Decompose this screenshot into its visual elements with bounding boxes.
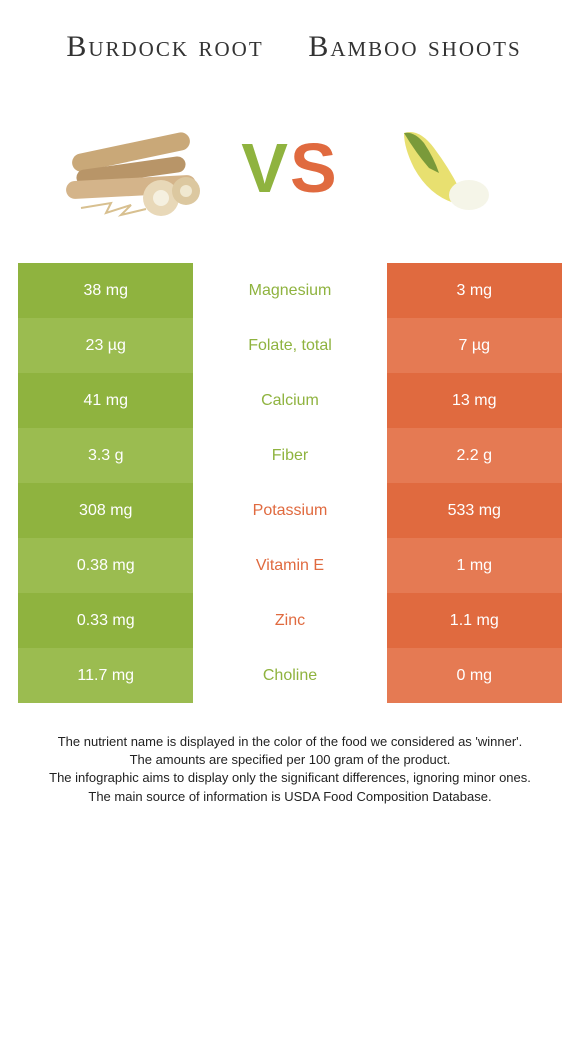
table-row: 0.38 mgVitamin E1 mg (18, 538, 562, 593)
nutrient-label: Potassium (193, 483, 386, 538)
left-value: 38 mg (18, 263, 193, 318)
left-food-image (40, 103, 231, 233)
vs-v: V (241, 129, 290, 207)
left-food-title: Burdock root (40, 30, 290, 63)
footnotes: The nutrient name is displayed in the co… (0, 703, 580, 806)
nutrient-label: Fiber (193, 428, 386, 483)
footnote-line: The infographic aims to display only the… (20, 769, 560, 787)
left-value: 23 µg (18, 318, 193, 373)
table-row: 38 mgMagnesium3 mg (18, 263, 562, 318)
images-row: VS (0, 73, 580, 263)
table-row: 0.33 mgZinc1.1 mg (18, 593, 562, 648)
right-value: 3 mg (387, 263, 562, 318)
table-row: 41 mgCalcium13 mg (18, 373, 562, 428)
nutrient-label: Calcium (193, 373, 386, 428)
right-value: 2.2 g (387, 428, 562, 483)
footnote-line: The main source of information is USDA F… (20, 788, 560, 806)
table-row: 11.7 mgCholine0 mg (18, 648, 562, 703)
table-row: 23 µgFolate, total7 µg (18, 318, 562, 373)
nutrient-label: Vitamin E (193, 538, 386, 593)
nutrient-label: Folate, total (193, 318, 386, 373)
left-value: 11.7 mg (18, 648, 193, 703)
nutrient-label: Zinc (193, 593, 386, 648)
nutrient-label: Magnesium (193, 263, 386, 318)
right-value: 1.1 mg (387, 593, 562, 648)
left-value: 308 mg (18, 483, 193, 538)
right-value: 7 µg (387, 318, 562, 373)
footnote-line: The nutrient name is displayed in the co… (20, 733, 560, 751)
left-value: 3.3 g (18, 428, 193, 483)
nutrient-table: 38 mgMagnesium3 mg23 µgFolate, total7 µg… (0, 263, 580, 703)
vs-label: VS (241, 128, 338, 208)
right-value: 13 mg (387, 373, 562, 428)
right-value: 1 mg (387, 538, 562, 593)
vs-s: S (290, 129, 339, 207)
left-value: 0.38 mg (18, 538, 193, 593)
table-row: 3.3 gFiber2.2 g (18, 428, 562, 483)
right-value: 0 mg (387, 648, 562, 703)
nutrient-label: Choline (193, 648, 386, 703)
header: Burdock root Bamboo shoots (0, 0, 580, 73)
right-food-image (349, 103, 540, 233)
right-food-title: Bamboo shoots (290, 30, 540, 63)
footnote-line: The amounts are specified per 100 gram o… (20, 751, 560, 769)
left-value: 0.33 mg (18, 593, 193, 648)
table-row: 308 mgPotassium533 mg (18, 483, 562, 538)
right-value: 533 mg (387, 483, 562, 538)
left-value: 41 mg (18, 373, 193, 428)
